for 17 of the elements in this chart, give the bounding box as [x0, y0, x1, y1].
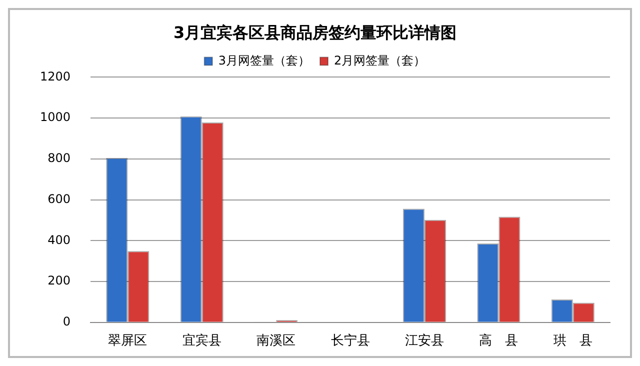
legend-label: 2月网签量（套）: [334, 53, 426, 68]
x-tick-label: 长宁县: [330, 332, 370, 349]
y-tick-label: 1200: [40, 69, 71, 84]
y-tick-label: 1000: [40, 110, 71, 124]
x-tick-label: 翠屏区: [108, 334, 148, 349]
y-tick-label: 200: [48, 274, 71, 288]
x-tick-label: 高 县: [479, 332, 518, 349]
y-tick-label: 400: [48, 232, 71, 247]
y-tick-label: 0: [62, 314, 71, 329]
x-tick-label: 江安县: [404, 332, 444, 349]
legend-label: 3月网签量（套）: [218, 53, 310, 68]
x-tick-label: 珙 县: [553, 334, 592, 349]
x-tick-label: 南溪区: [256, 334, 296, 349]
x-tick-label: 宜宾县: [182, 332, 222, 349]
chart-title: 3月宜宾各区县商品房签约量环比详情图: [173, 22, 457, 42]
y-tick-label: 600: [48, 192, 71, 206]
y-tick-label: 800: [48, 151, 71, 166]
